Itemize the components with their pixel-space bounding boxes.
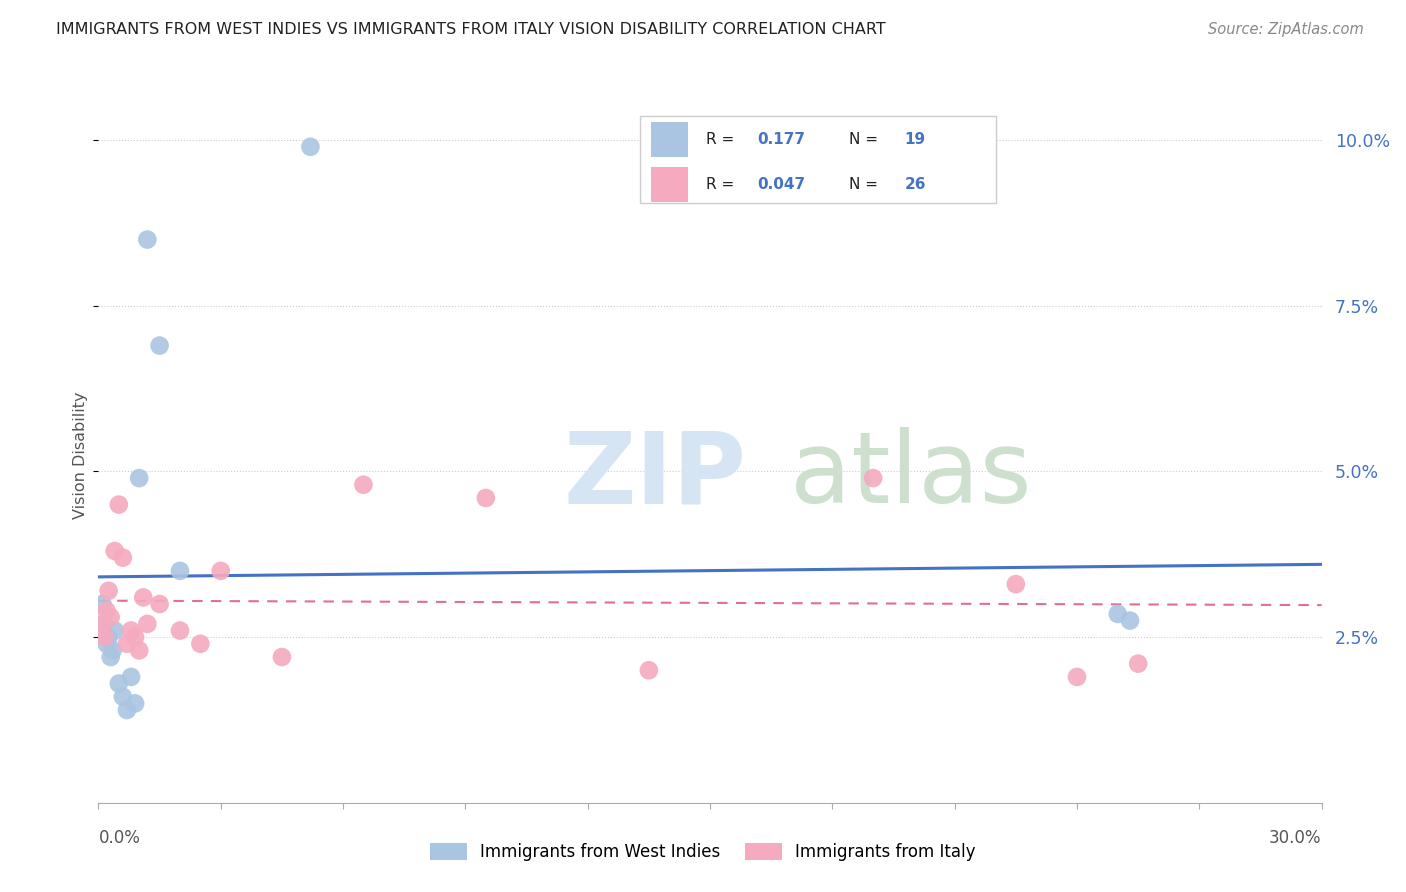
Point <box>149 338 172 352</box>
Point <box>104 544 127 558</box>
Point <box>188 637 212 651</box>
Text: N =: N = <box>849 177 883 192</box>
Point <box>169 564 191 578</box>
Point <box>169 624 191 638</box>
Text: Source: ZipAtlas.com: Source: ZipAtlas.com <box>1208 22 1364 37</box>
Point <box>128 643 150 657</box>
FancyBboxPatch shape <box>640 116 997 202</box>
Point <box>108 498 131 512</box>
Point <box>638 663 661 677</box>
Text: 19: 19 <box>904 132 925 147</box>
Point <box>97 630 120 644</box>
Point <box>115 703 138 717</box>
Point <box>352 477 374 491</box>
Y-axis label: Vision Disability: Vision Disability <box>73 392 87 518</box>
Legend: Immigrants from West Indies, Immigrants from Italy: Immigrants from West Indies, Immigrants … <box>423 836 983 868</box>
Point <box>96 604 118 618</box>
Bar <box>651 122 688 156</box>
Point <box>270 650 294 665</box>
Point <box>115 637 138 651</box>
Point <box>124 697 146 711</box>
Point <box>111 690 134 704</box>
Point <box>100 650 122 665</box>
Point <box>97 583 120 598</box>
Text: 0.177: 0.177 <box>758 132 806 147</box>
Text: R =: R = <box>706 177 740 192</box>
Point <box>101 643 124 657</box>
Point <box>149 597 172 611</box>
Point <box>93 630 115 644</box>
Text: IMMIGRANTS FROM WEST INDIES VS IMMIGRANTS FROM ITALY VISION DISABILITY CORRELATI: IMMIGRANTS FROM WEST INDIES VS IMMIGRANT… <box>56 22 886 37</box>
Point <box>132 591 155 605</box>
Point <box>136 233 159 247</box>
Bar <box>651 168 688 202</box>
Point <box>1119 614 1142 628</box>
Point <box>862 471 884 485</box>
Point <box>96 637 118 651</box>
Point <box>100 610 122 624</box>
Point <box>104 624 127 638</box>
Point <box>91 597 114 611</box>
Point <box>1107 607 1129 621</box>
Point <box>120 624 142 638</box>
Point <box>91 616 114 631</box>
Point <box>1066 670 1088 684</box>
Text: 0.047: 0.047 <box>758 177 806 192</box>
Text: atlas: atlas <box>790 427 1031 524</box>
Text: 26: 26 <box>904 177 927 192</box>
Point <box>136 616 159 631</box>
Point <box>120 670 142 684</box>
Text: N =: N = <box>849 132 883 147</box>
Text: R =: R = <box>706 132 740 147</box>
Point <box>209 564 232 578</box>
Point <box>111 550 134 565</box>
Text: ZIP: ZIP <box>564 427 747 524</box>
Point <box>128 471 150 485</box>
Point <box>299 140 322 154</box>
Text: 30.0%: 30.0% <box>1270 829 1322 847</box>
Point <box>1128 657 1150 671</box>
Point <box>1004 577 1026 591</box>
Point <box>474 491 498 505</box>
Point <box>124 630 146 644</box>
Point <box>93 616 115 631</box>
Point <box>108 676 131 690</box>
Text: 0.0%: 0.0% <box>98 829 141 847</box>
